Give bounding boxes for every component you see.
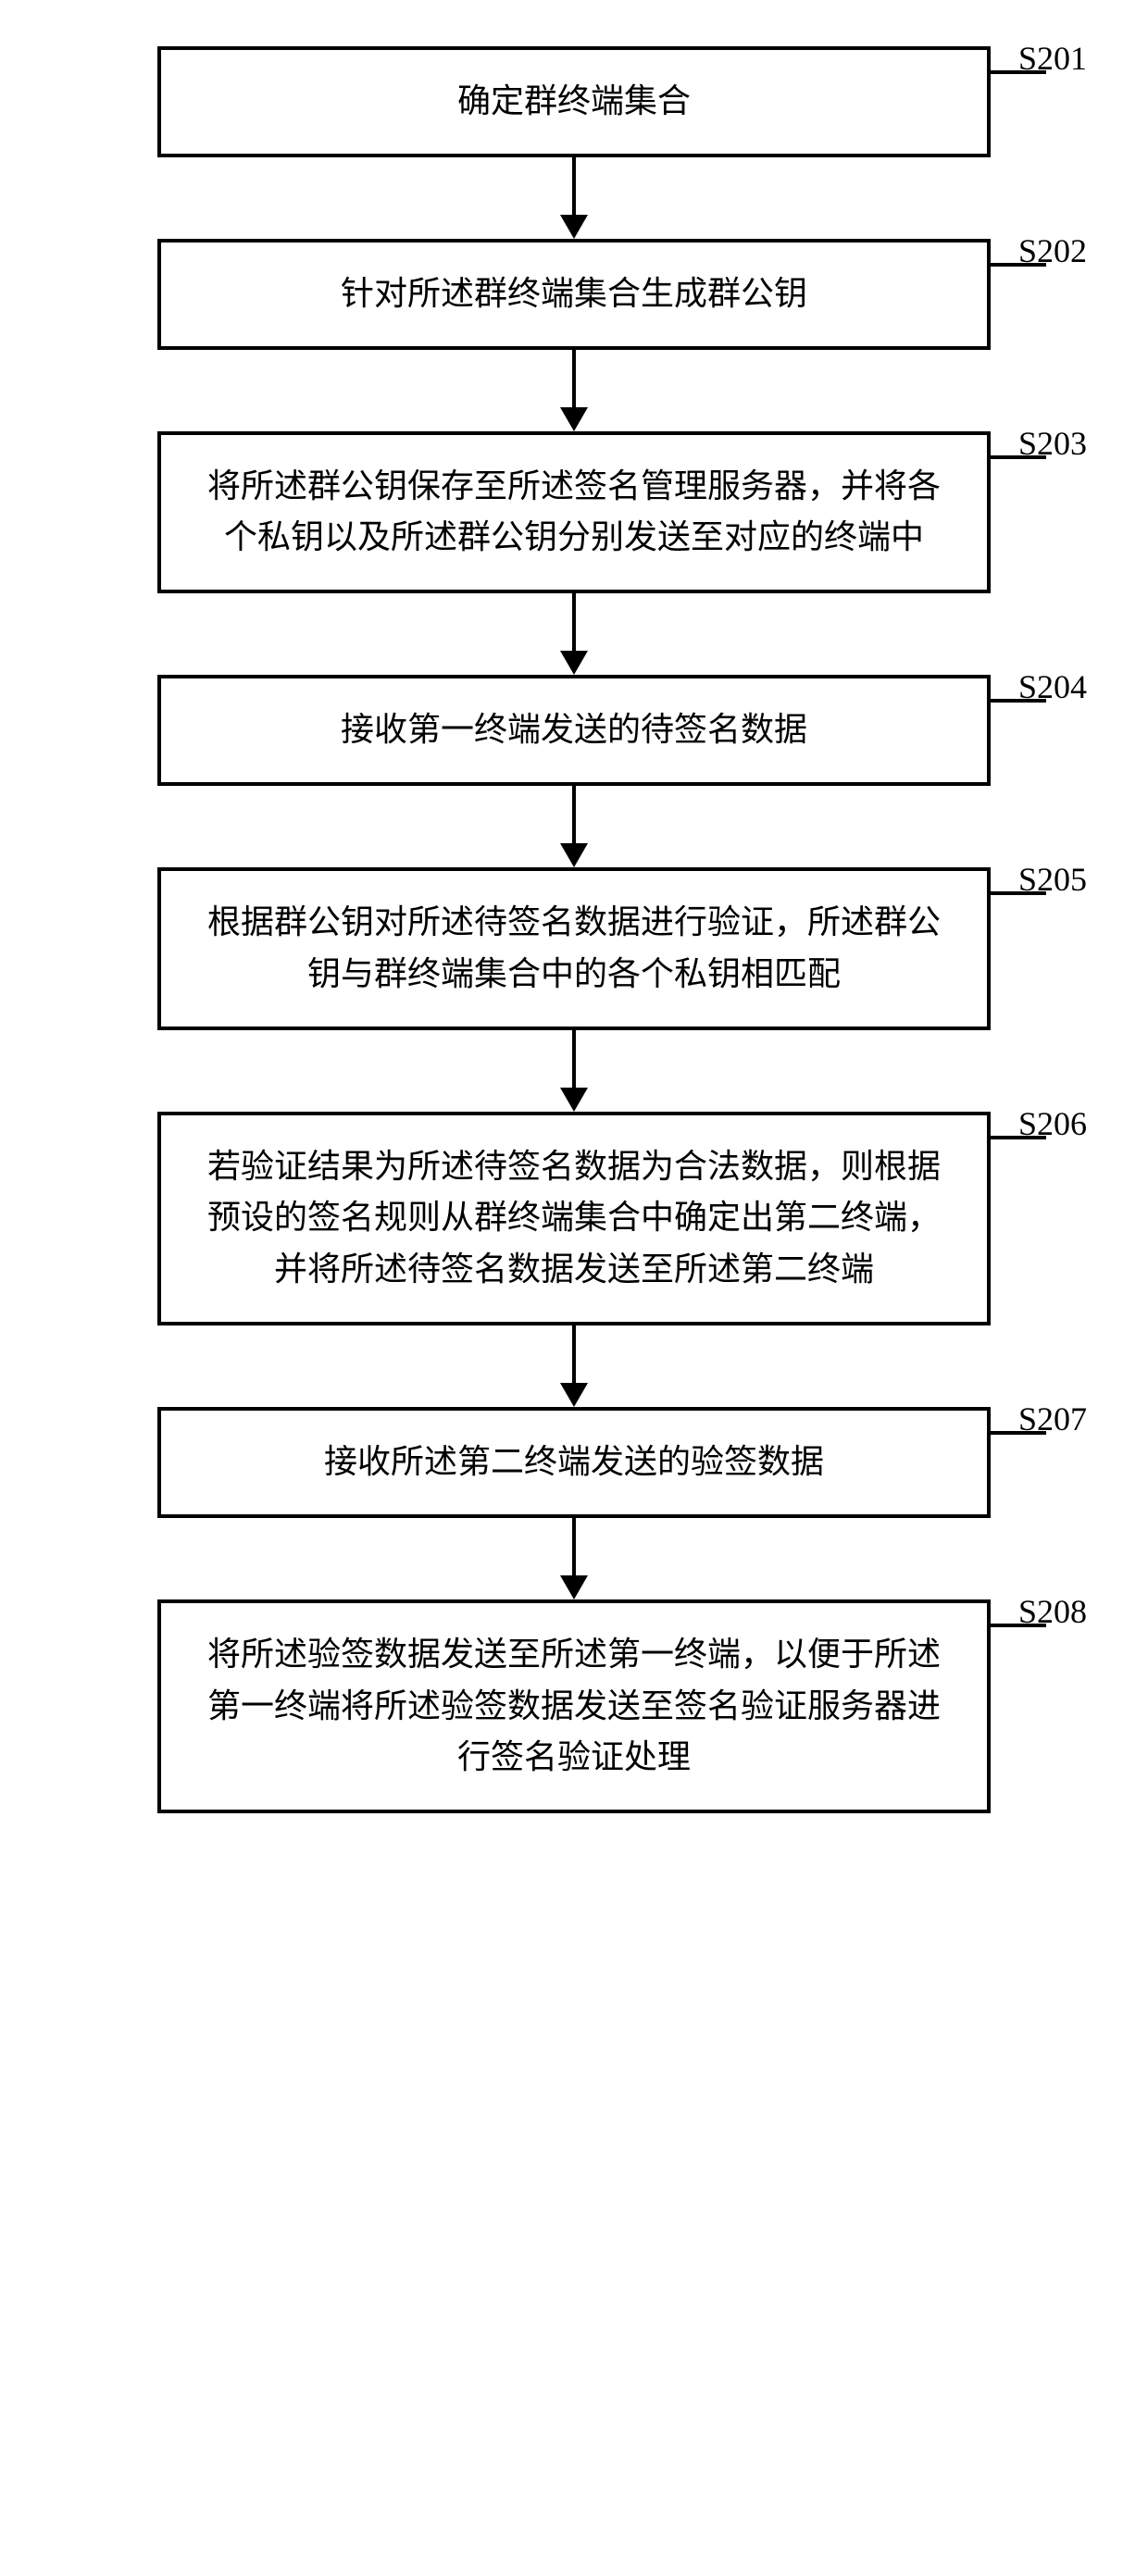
step-row: 根据群公钥对所述待签名数据进行验证，所述群公钥与群终端集合中的各个私钥相匹配 S… [0, 867, 1148, 1030]
step-row: 将所述验签数据发送至所述第一终端，以便于所述第一终端将所述验签数据发送至签名验证… [0, 1599, 1148, 1813]
flow-arrow [560, 350, 588, 431]
step-label: S206 [1018, 1104, 1087, 1143]
step-label: S204 [1018, 667, 1087, 706]
flow-arrow [560, 786, 588, 867]
flow-step-s204: 接收第一终端发送的待签名数据 [157, 675, 991, 786]
step-row: 针对所述群终端集合生成群公钥 S202 [0, 239, 1148, 350]
step-label: S202 [1018, 231, 1087, 270]
flow-step-s202: 针对所述群终端集合生成群公钥 [157, 239, 991, 350]
step-row: 将所述群公钥保存至所述签名管理服务器，并将各个私钥以及所述群公钥分别发送至对应的… [0, 431, 1148, 594]
step-row: 若验证结果为所述待签名数据为合法数据，则根据预设的签名规则从群终端集合中确定出第… [0, 1112, 1148, 1325]
arrow-head-icon [560, 843, 588, 867]
flowchart-container: 确定群终端集合 S201 针对所述群终端集合生成群公钥 S202 将所述群公钥保… [0, 46, 1148, 1813]
arrow-head-icon [560, 1383, 588, 1407]
flow-step-s208: 将所述验签数据发送至所述第一终端，以便于所述第一终端将所述验签数据发送至签名验证… [157, 1599, 991, 1813]
step-text: 确定群终端集合 [457, 76, 691, 128]
arrow-shaft [572, 593, 576, 651]
step-label: S201 [1018, 39, 1087, 78]
flow-step-s201: 确定群终端集合 [157, 46, 991, 157]
step-text: 针对所述群终端集合生成群公钥 [341, 268, 807, 320]
flow-step-s203: 将所述群公钥保存至所述签名管理服务器，并将各个私钥以及所述群公钥分别发送至对应的… [157, 431, 991, 594]
arrow-head-icon [560, 1575, 588, 1599]
step-text: 接收第一终端发送的待签名数据 [341, 704, 807, 756]
flow-arrow [560, 593, 588, 675]
step-text: 将所述群公钥保存至所述签名管理服务器，并将各个私钥以及所述群公钥分别发送至对应的… [202, 461, 946, 565]
flow-arrow [560, 1325, 588, 1407]
step-label: S208 [1018, 1592, 1087, 1631]
arrow-shaft [572, 786, 576, 843]
arrow-shaft [572, 157, 576, 215]
step-text: 若验证结果为所述待签名数据为合法数据，则根据预设的签名规则从群终端集合中确定出第… [202, 1141, 946, 1296]
step-row: 接收第一终端发送的待签名数据 S204 [0, 675, 1148, 786]
arrow-head-icon [560, 1088, 588, 1112]
arrow-head-icon [560, 215, 588, 239]
step-label: S203 [1018, 424, 1087, 463]
arrow-shaft [572, 1030, 576, 1088]
step-row: 确定群终端集合 S201 [0, 46, 1148, 157]
flow-step-s206: 若验证结果为所述待签名数据为合法数据，则根据预设的签名规则从群终端集合中确定出第… [157, 1112, 991, 1325]
flow-arrow [560, 1030, 588, 1112]
arrow-head-icon [560, 407, 588, 431]
step-row: 接收所述第二终端发送的验签数据 S207 [0, 1407, 1148, 1518]
step-text: 将所述验签数据发送至所述第一终端，以便于所述第一终端将所述验签数据发送至签名验证… [202, 1629, 946, 1784]
arrow-shaft [572, 1518, 576, 1575]
arrow-shaft [572, 350, 576, 407]
flow-arrow [560, 1518, 588, 1599]
step-label: S207 [1018, 1400, 1087, 1438]
flow-arrow [560, 157, 588, 239]
step-text: 根据群公钥对所述待签名数据进行验证，所述群公钥与群终端集合中的各个私钥相匹配 [202, 897, 946, 1001]
step-text: 接收所述第二终端发送的验签数据 [324, 1437, 824, 1488]
flow-step-s207: 接收所述第二终端发送的验签数据 [157, 1407, 991, 1518]
flow-step-s205: 根据群公钥对所述待签名数据进行验证，所述群公钥与群终端集合中的各个私钥相匹配 [157, 867, 991, 1030]
step-label: S205 [1018, 860, 1087, 899]
arrow-shaft [572, 1325, 576, 1383]
arrow-head-icon [560, 651, 588, 675]
